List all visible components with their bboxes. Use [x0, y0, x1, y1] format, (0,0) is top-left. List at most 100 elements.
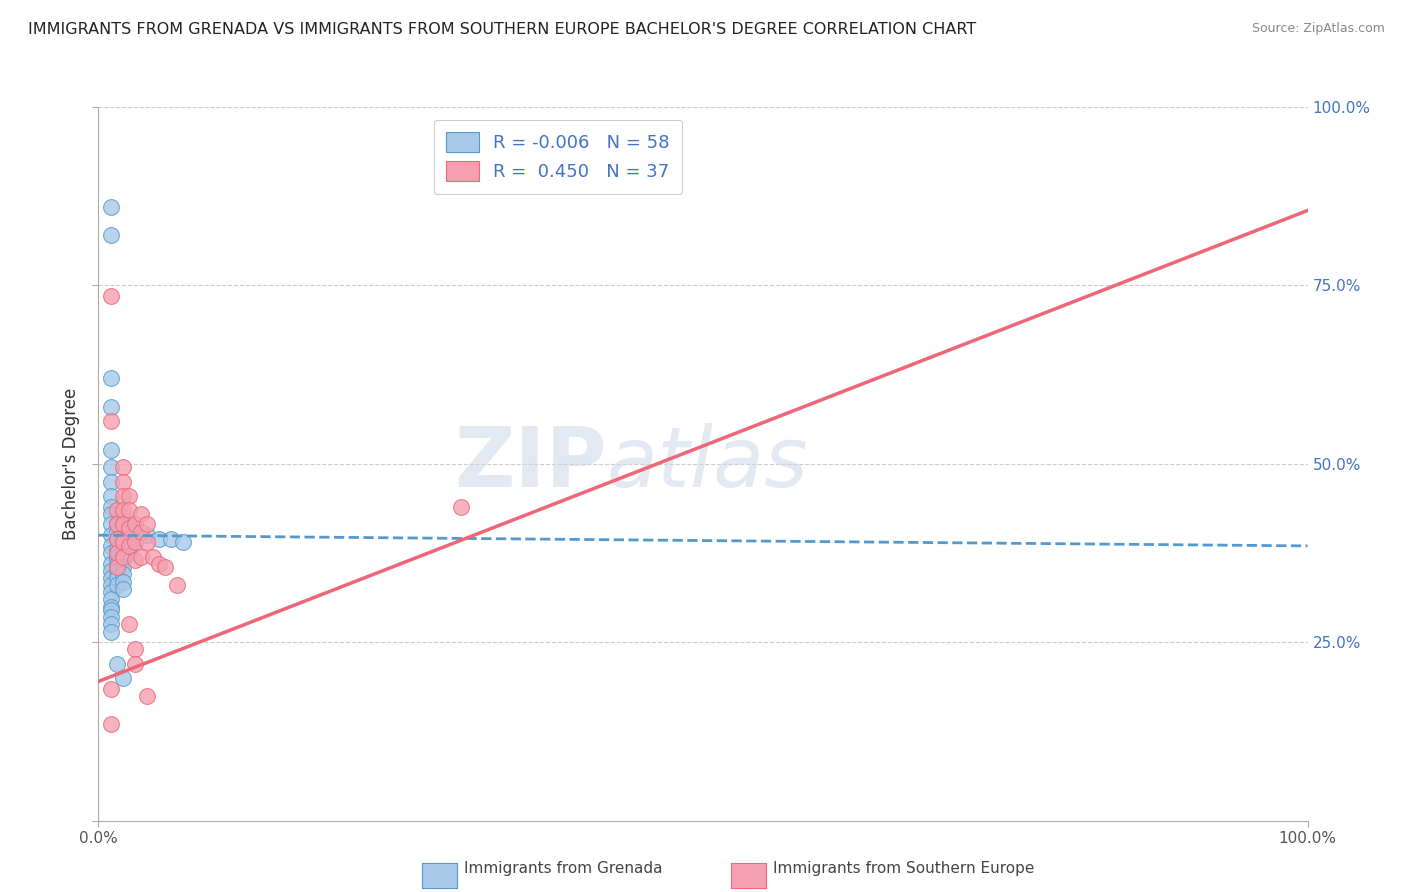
Point	[100, 517, 122, 532]
Point	[100, 400, 122, 414]
Point	[100, 610, 122, 624]
Point	[111, 517, 134, 532]
Point	[105, 549, 128, 564]
Point	[153, 560, 176, 574]
Point	[111, 549, 134, 564]
Point	[111, 489, 134, 503]
Point	[100, 564, 122, 578]
Point	[111, 567, 134, 582]
Point	[100, 475, 122, 489]
Point	[105, 560, 128, 574]
Point	[160, 532, 183, 546]
Point	[129, 507, 152, 521]
Point	[105, 557, 128, 571]
Point	[111, 574, 134, 589]
Point	[100, 289, 122, 303]
Point	[100, 557, 122, 571]
Point	[105, 578, 128, 592]
Point	[105, 532, 128, 546]
Point	[148, 557, 170, 571]
Legend: R = -0.006   N = 58, R =  0.450   N = 37: R = -0.006 N = 58, R = 0.450 N = 37	[433, 120, 682, 194]
Point	[100, 371, 122, 385]
Point	[166, 578, 188, 592]
Point	[129, 549, 152, 564]
Point	[111, 546, 134, 560]
Point	[118, 546, 141, 560]
Point	[118, 517, 141, 532]
Point	[100, 624, 122, 639]
Point	[118, 521, 141, 535]
Point	[100, 599, 122, 614]
Point	[172, 535, 194, 549]
Point	[118, 503, 141, 517]
Text: ZIP: ZIP	[454, 424, 606, 504]
Point	[135, 689, 157, 703]
Point	[105, 542, 128, 557]
Point	[129, 524, 152, 539]
Point	[124, 532, 146, 546]
Point	[148, 532, 170, 546]
Point	[105, 517, 128, 532]
Point	[124, 657, 146, 671]
Point	[118, 489, 141, 503]
Point	[124, 553, 146, 567]
Text: Immigrants from Southern Europe: Immigrants from Southern Europe	[773, 861, 1035, 876]
Text: atlas: atlas	[606, 424, 808, 504]
Point	[105, 503, 128, 517]
Point	[118, 524, 141, 539]
Point	[111, 560, 134, 574]
Point	[111, 524, 134, 539]
Point	[142, 549, 165, 564]
Point	[100, 571, 122, 585]
Point	[124, 524, 146, 539]
Point	[105, 524, 128, 539]
Point	[111, 671, 134, 685]
Point	[118, 617, 141, 632]
Point	[100, 546, 122, 560]
Point	[105, 546, 128, 560]
Point	[111, 460, 134, 475]
Point	[105, 532, 128, 546]
Point	[100, 500, 122, 514]
Point	[111, 553, 134, 567]
Point	[111, 475, 134, 489]
Y-axis label: Bachelor's Degree: Bachelor's Degree	[62, 388, 80, 540]
Point	[135, 528, 157, 542]
Point	[118, 532, 141, 546]
Point	[111, 535, 134, 549]
Point	[111, 582, 134, 596]
Point	[111, 517, 134, 532]
Point	[450, 500, 472, 514]
Point	[100, 539, 122, 553]
Text: IMMIGRANTS FROM GRENADA VS IMMIGRANTS FROM SOUTHERN EUROPE BACHELOR'S DEGREE COR: IMMIGRANTS FROM GRENADA VS IMMIGRANTS FR…	[28, 22, 976, 37]
Point	[111, 539, 134, 553]
Point	[135, 517, 157, 532]
Point	[100, 507, 122, 521]
Point	[100, 414, 122, 428]
Point	[100, 592, 122, 607]
Point	[100, 200, 122, 214]
Point	[100, 585, 122, 599]
Point	[105, 517, 128, 532]
Point	[124, 535, 146, 549]
Text: Source: ZipAtlas.com: Source: ZipAtlas.com	[1251, 22, 1385, 36]
Point	[118, 539, 141, 553]
Point	[124, 642, 146, 657]
Point	[100, 528, 122, 542]
Point	[111, 510, 134, 524]
Point	[100, 442, 122, 457]
Point	[118, 539, 141, 553]
Point	[105, 657, 128, 671]
Point	[100, 681, 122, 696]
Point	[111, 532, 134, 546]
Point	[135, 535, 157, 549]
Point	[100, 489, 122, 503]
Point	[100, 578, 122, 592]
Point	[105, 564, 128, 578]
Point	[111, 503, 134, 517]
Point	[100, 603, 122, 617]
Point	[105, 571, 128, 585]
Point	[100, 460, 122, 475]
Point	[100, 617, 122, 632]
Point	[124, 517, 146, 532]
